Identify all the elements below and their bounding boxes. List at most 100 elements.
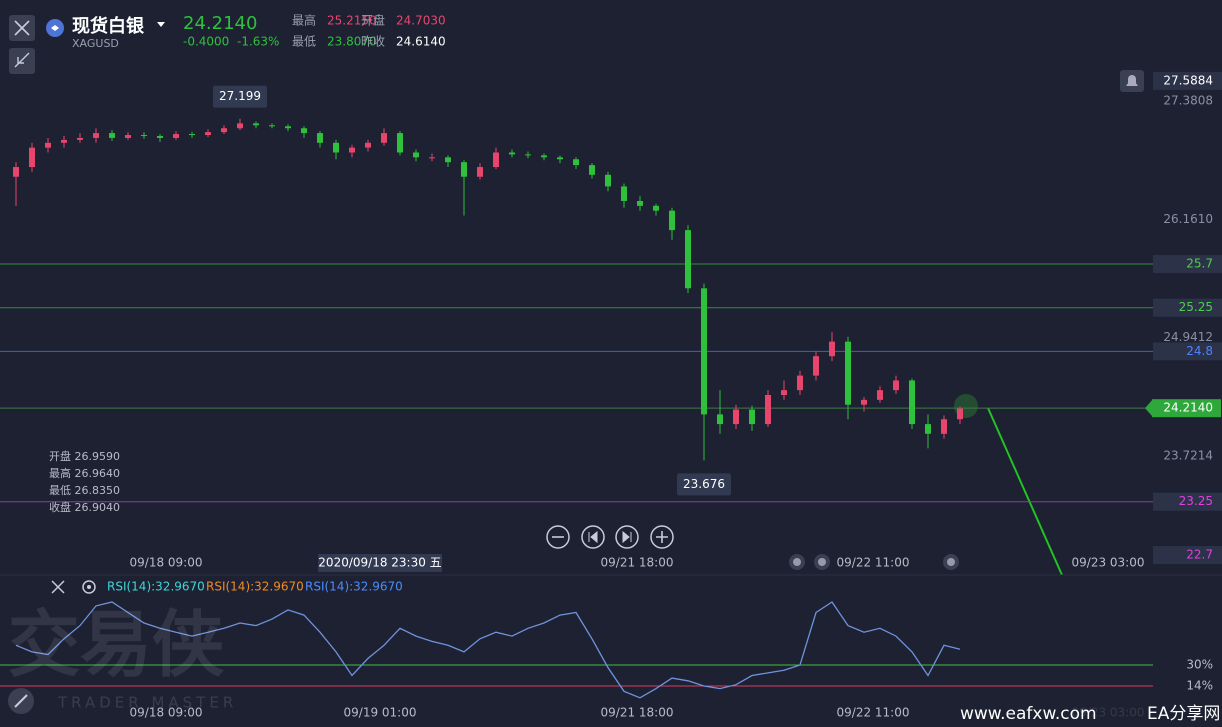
- candle-body: [61, 139, 67, 143]
- time-label: 09/21 18:00: [601, 556, 674, 570]
- candle-body: [541, 155, 547, 158]
- candle-body: [605, 174, 611, 187]
- candle-body: [317, 133, 323, 143]
- candle-body: [957, 408, 963, 420]
- rsi-settings[interactable]: [82, 580, 96, 594]
- rsi-close[interactable]: [51, 580, 65, 594]
- candle-body: [125, 135, 131, 138]
- level-label: 22.7: [1186, 548, 1213, 562]
- rsi-line: [15, 601, 961, 699]
- level-label: 27.5884: [1163, 73, 1213, 87]
- ohlc-info: 最低 26.8350: [49, 484, 120, 497]
- candle-body: [77, 137, 83, 140]
- level-box: [1153, 71, 1222, 90]
- level-label: 23.25: [1179, 494, 1213, 508]
- stat-value: 23.8070: [327, 35, 377, 49]
- candle-body: [797, 375, 803, 391]
- candle-body: [573, 159, 579, 166]
- price-tick-label: 23.7214: [1163, 448, 1213, 462]
- candle-body: [333, 142, 339, 153]
- rsi-legend: RSI(14):32.9670: [305, 580, 403, 594]
- price-tick-label: 27.3808: [1163, 94, 1213, 108]
- candle-body: [205, 132, 211, 136]
- close-button[interactable]: [9, 15, 35, 41]
- candle-body: [813, 356, 819, 376]
- candle-body: [733, 409, 739, 425]
- level-label: 25.7: [1186, 257, 1213, 271]
- candle-body: [845, 341, 851, 405]
- candle-body: [557, 157, 563, 160]
- candle-body: [397, 133, 403, 153]
- stat-label: 最高: [292, 13, 316, 28]
- candle-body: [413, 152, 419, 158]
- bottom-time-label: 09/21 18:00: [601, 706, 674, 720]
- candle-body: [365, 142, 371, 148]
- collapse-button[interactable]: [9, 48, 35, 74]
- projection-line: [987, 407, 1063, 576]
- candle-body: [349, 147, 355, 153]
- site-url: www.eafxw.com: [960, 704, 1097, 724]
- annotation-box: [213, 85, 267, 108]
- price-pointer: [1145, 399, 1153, 418]
- stat-label: 开盘: [361, 13, 385, 28]
- bottom-time-label: 09/18 09:00: [130, 706, 203, 720]
- rsi-level-label: 30%: [1186, 658, 1213, 672]
- candle-body: [189, 134, 195, 136]
- candle-body: [29, 147, 35, 168]
- candle-body: [829, 341, 835, 357]
- candle-body: [157, 135, 163, 138]
- candle-body: [637, 200, 643, 206]
- watermark-logo: 交易侠: [8, 603, 225, 687]
- time-label: 09/23 03:00: [1072, 556, 1145, 570]
- annotation-label: 23.676: [683, 477, 725, 491]
- dropdown-arrow[interactable]: [157, 22, 165, 27]
- crosshair-time-box: [318, 554, 442, 572]
- time-label: 2020/09/18 23:30 五: [318, 556, 441, 570]
- candle-body: [173, 134, 179, 138]
- level-label: 24.2140: [1163, 401, 1213, 415]
- price: 24.2140: [183, 13, 257, 34]
- level-box: [1153, 255, 1222, 274]
- site-brand: EA分享网: [1147, 704, 1220, 724]
- candle-body: [429, 157, 435, 159]
- candle-body: [253, 123, 259, 126]
- instrument-name: 现货白银: [72, 15, 145, 37]
- rsi-legend: RSI(14):32.9670: [107, 580, 205, 594]
- candle-body: [13, 167, 19, 177]
- scroll-dots[interactable]: [789, 554, 959, 570]
- change: -0.4000: [183, 35, 229, 49]
- candle-body: [893, 380, 899, 391]
- nav-buttons[interactable]: [546, 525, 674, 549]
- level-label: 24.8: [1186, 344, 1213, 358]
- candle-body: [301, 128, 307, 134]
- price-tick-label: 24.9412: [1163, 330, 1213, 344]
- candle-body: [669, 210, 675, 231]
- stat-label: 昨收: [361, 35, 385, 49]
- candle-body: [861, 399, 867, 405]
- candle-body: [701, 288, 707, 415]
- bottom-time-label: 09/19 01:00: [344, 706, 417, 720]
- candle-body: [93, 133, 99, 138]
- candle-body: [765, 394, 771, 425]
- level-label: 25.25: [1179, 300, 1213, 314]
- candle-body: [141, 135, 147, 137]
- rsi-level-label: 14%: [1186, 679, 1213, 693]
- level-box: [1153, 546, 1222, 565]
- candle-body: [781, 390, 787, 395]
- candle-body: [109, 133, 115, 138]
- candle-body: [749, 409, 755, 425]
- level-box: [1153, 492, 1222, 511]
- candle-body: [685, 230, 691, 289]
- ohlc-info: 最高 26.9640: [49, 466, 120, 480]
- ohlc-info: 收盘 26.9040: [49, 500, 120, 514]
- price-axis-bg: [1153, 0, 1222, 727]
- bottom-time-label: 09/22 11:00: [837, 706, 910, 720]
- draw-tool[interactable]: [8, 688, 34, 714]
- logo-mark: [51, 25, 59, 31]
- stat-value: 25.2150: [327, 14, 377, 28]
- alert-button[interactable]: [1120, 70, 1144, 92]
- candle-body: [445, 157, 451, 163]
- annotation-label: 27.199: [219, 89, 261, 103]
- annotation-box: [677, 473, 731, 496]
